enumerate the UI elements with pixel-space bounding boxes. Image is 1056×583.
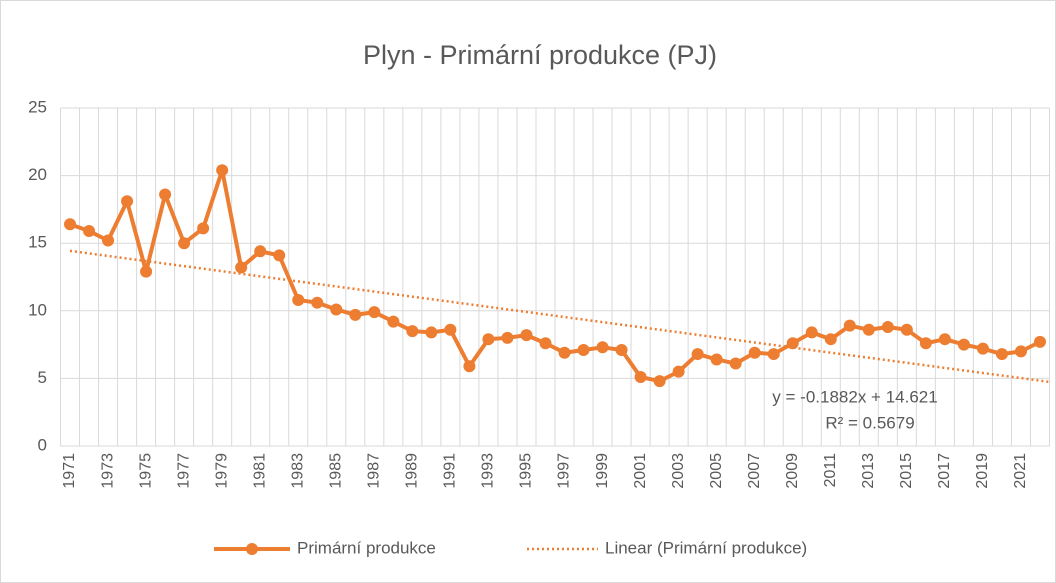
data-point	[178, 237, 191, 250]
data-point	[406, 325, 419, 338]
data-point	[862, 323, 875, 336]
data-point	[292, 293, 305, 306]
data-point	[330, 303, 343, 316]
data-point	[729, 357, 742, 370]
data-point	[64, 218, 77, 231]
data-point	[786, 337, 799, 350]
series-line	[69, 168, 1041, 384]
data-point	[159, 188, 172, 201]
data-point	[387, 315, 400, 328]
data-point	[748, 346, 761, 359]
data-point	[900, 323, 913, 336]
data-point	[805, 326, 818, 339]
data-point	[615, 344, 628, 357]
data-point	[1033, 335, 1046, 348]
trendline-equation: y = -0.1882x + 14.621	[772, 387, 937, 406]
data-point	[444, 323, 457, 336]
x-tick-label: 2009	[784, 453, 801, 489]
data-point	[83, 225, 96, 238]
data-point	[634, 371, 647, 384]
data-point	[843, 319, 856, 332]
x-tick-label: 2021	[1012, 453, 1029, 489]
trendline-r2: R² = 0.5679	[825, 413, 914, 432]
x-tick-label: 2019	[974, 453, 991, 489]
x-tick-label: 2001	[632, 453, 649, 489]
data-point	[919, 337, 932, 350]
data-point	[235, 261, 248, 274]
x-tick-label: 2003	[670, 453, 687, 489]
data-point	[767, 348, 780, 361]
x-tick-label: 1983	[289, 453, 306, 489]
data-point	[121, 195, 134, 208]
x-tick-label: 1989	[404, 453, 421, 489]
y-tick-label: 15	[28, 233, 47, 252]
x-tick-label: 2017	[936, 453, 953, 489]
x-tick-label: 2013	[860, 453, 877, 489]
x-tick-label: 1997	[556, 453, 573, 489]
data-point	[653, 375, 666, 388]
x-tick-label: 1993	[480, 453, 497, 489]
legend-marker	[246, 543, 258, 555]
y-tick-label: 10	[28, 300, 47, 319]
x-tick-label: 1975	[137, 453, 154, 489]
data-point	[577, 344, 590, 357]
y-tick-label: 0	[38, 435, 47, 454]
data-point	[311, 296, 324, 309]
data-point	[938, 333, 951, 346]
x-tick-label: 2011	[822, 453, 839, 488]
data-point	[881, 321, 894, 334]
y-tick-label: 20	[28, 165, 47, 184]
data-point	[1014, 345, 1027, 358]
data-point	[254, 245, 267, 258]
data-point	[425, 326, 438, 339]
data-point	[216, 164, 229, 177]
x-tick-label: 1977	[175, 453, 192, 489]
data-point	[197, 222, 210, 235]
data-point	[501, 331, 514, 344]
data-point	[672, 365, 685, 378]
y-tick-label: 25	[28, 97, 47, 116]
x-tick-label: 1987	[366, 453, 383, 489]
x-tick-label: 1995	[518, 453, 535, 489]
data-point	[140, 265, 153, 278]
x-tick-label: 2005	[708, 453, 725, 489]
legend-label: Primární produkce	[297, 538, 436, 557]
data-point	[482, 333, 495, 346]
data-point	[957, 338, 970, 351]
data-point	[463, 360, 476, 373]
legend-label: Linear (Primární produkce)	[605, 538, 807, 557]
x-tick-label: 1981	[251, 453, 268, 489]
x-tick-label: 1973	[99, 453, 116, 489]
x-tick-label: 1999	[594, 453, 611, 489]
data-point	[710, 353, 723, 366]
x-tick-label: 1979	[213, 453, 230, 489]
data-point	[824, 333, 837, 346]
x-tick-label: 2015	[898, 453, 915, 489]
data-point	[349, 308, 362, 321]
x-tick-label: 1991	[442, 453, 459, 489]
data-point	[995, 348, 1008, 361]
data-point	[691, 348, 704, 361]
data-point	[976, 342, 989, 355]
y-tick-label: 5	[38, 368, 47, 387]
x-tick-label: 1971	[61, 453, 78, 489]
chart-title: Plyn - Primární produkce (PJ)	[363, 40, 717, 70]
x-tick-label: 2007	[746, 453, 763, 489]
data-point	[596, 341, 609, 354]
data-point	[368, 306, 381, 319]
data-point	[539, 337, 552, 350]
data-point	[558, 346, 571, 359]
x-tick-label: 1985	[327, 453, 344, 489]
data-point	[102, 234, 115, 247]
data-point	[520, 329, 533, 342]
data-point	[273, 249, 286, 262]
